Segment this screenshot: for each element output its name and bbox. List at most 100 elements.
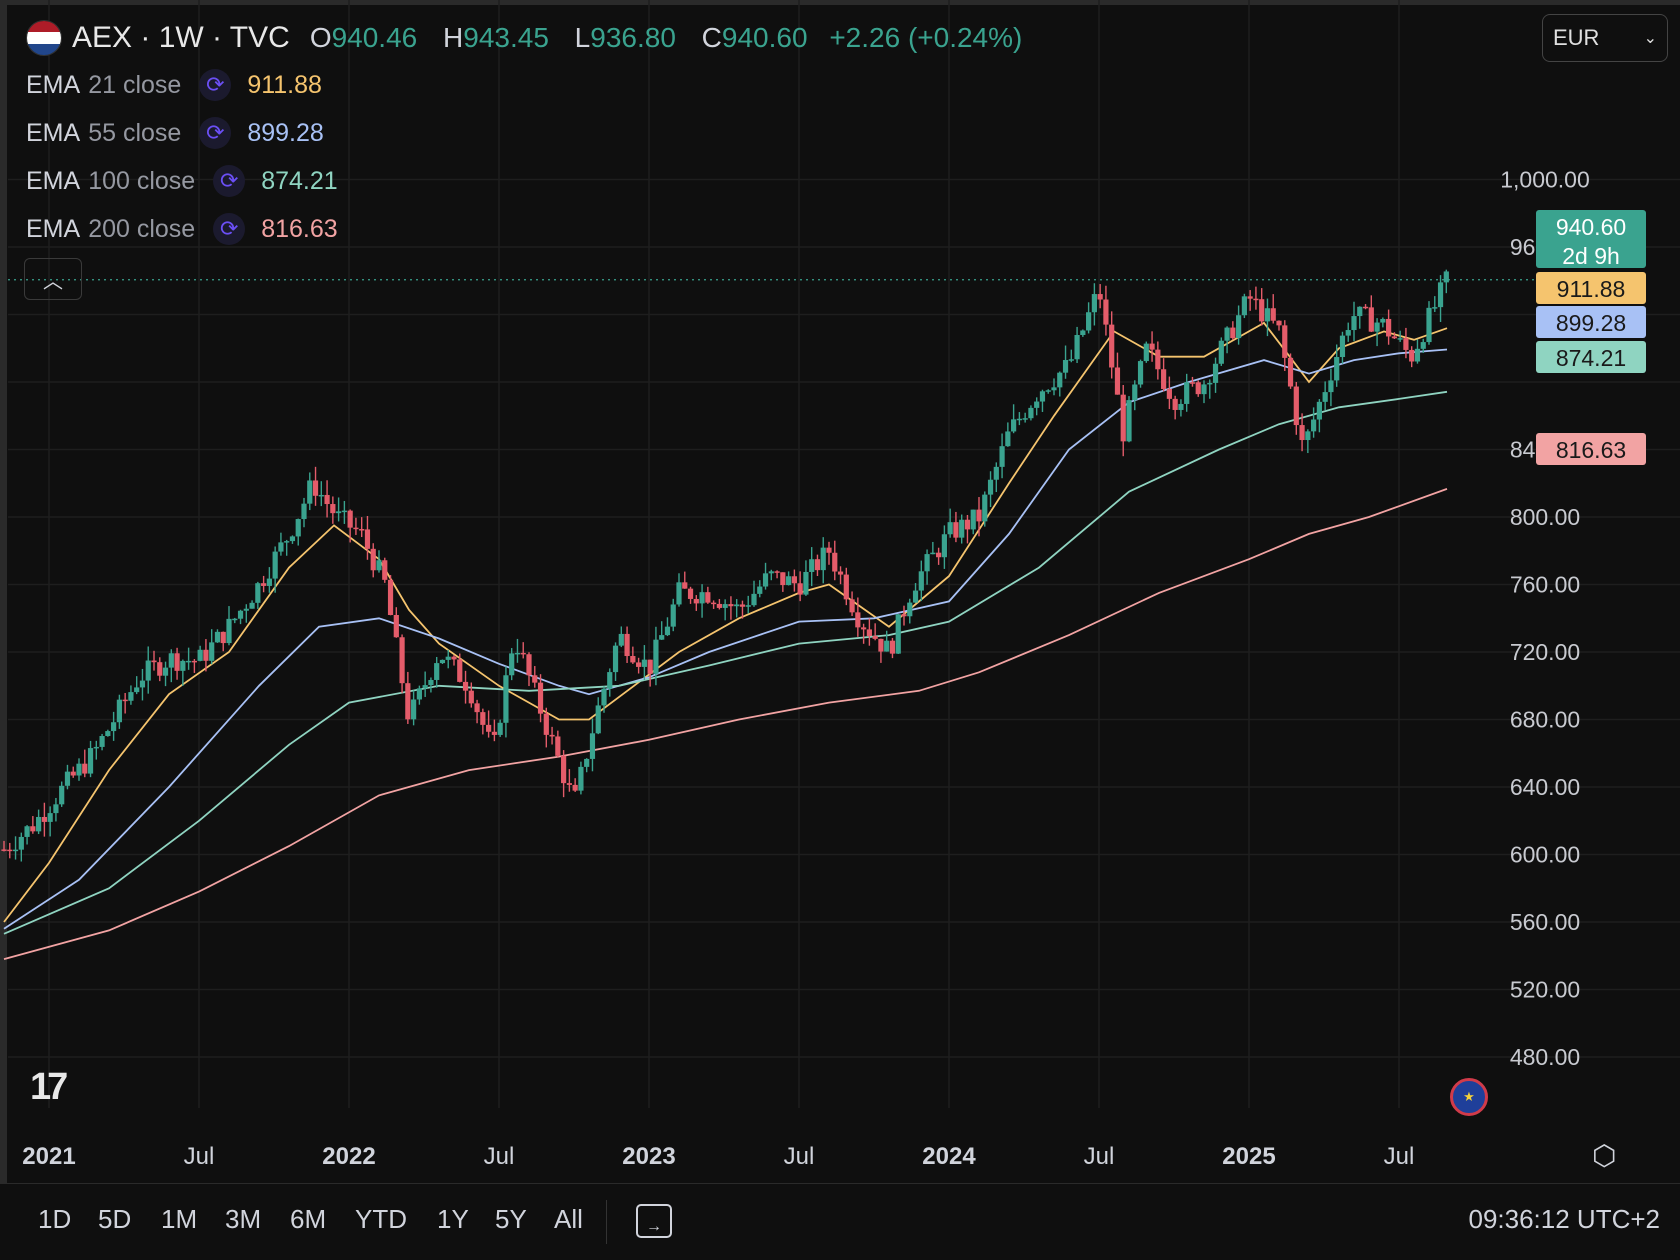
candle-body bbox=[445, 656, 451, 660]
chevron-up-icon: ︿ bbox=[43, 270, 63, 293]
collapse-legend-button[interactable]: ︿ bbox=[24, 258, 82, 300]
range-5d-button[interactable]: 5D bbox=[98, 1204, 132, 1234]
candle-body bbox=[382, 560, 388, 580]
candle-body bbox=[203, 649, 209, 661]
candle-body bbox=[243, 608, 249, 611]
refresh-icon[interactable]: ⟳ bbox=[199, 69, 232, 101]
candle-body bbox=[826, 547, 832, 553]
candle-body bbox=[959, 519, 965, 538]
candle-body bbox=[728, 604, 734, 607]
ema-200-value: 816.63 bbox=[261, 214, 338, 243]
candle-body bbox=[1287, 357, 1294, 387]
clock-timezone[interactable]: 09:36:12 UTC+2 bbox=[1468, 1204, 1660, 1234]
ema-200-legend[interactable]: EMA 200 close ⟳ 816.63 bbox=[26, 209, 338, 249]
candle-body bbox=[762, 573, 769, 587]
refresh-icon[interactable]: ⟳ bbox=[213, 165, 246, 197]
candle-body bbox=[987, 479, 994, 495]
candle-body bbox=[434, 663, 440, 680]
tradingview-logo[interactable]: 17 bbox=[30, 1066, 68, 1108]
candle-body bbox=[509, 653, 515, 676]
candle-body bbox=[739, 604, 746, 607]
scale-settings-icon[interactable]: ⬡ bbox=[1592, 1140, 1617, 1171]
candle-body bbox=[1276, 320, 1282, 326]
candle-body bbox=[549, 734, 555, 737]
ema100-badge-bg bbox=[1536, 341, 1646, 373]
ema-100-legend[interactable]: EMA 100 close ⟳ 874.21 bbox=[26, 161, 338, 201]
candle-body bbox=[578, 766, 584, 791]
range-ytd-button[interactable]: YTD bbox=[355, 1204, 407, 1234]
candle-body bbox=[457, 659, 463, 682]
x-tick-label: 2024 bbox=[922, 1143, 976, 1170]
y-tick-label: 520.00 bbox=[1510, 977, 1580, 1003]
calendar-goto-icon[interactable]: → bbox=[636, 1204, 672, 1238]
refresh-icon[interactable]: ⟳ bbox=[199, 117, 232, 149]
candle-body bbox=[1207, 382, 1213, 385]
candle-body bbox=[1328, 380, 1334, 393]
candle-body bbox=[99, 736, 105, 747]
candle-body bbox=[878, 638, 884, 652]
candle-body bbox=[439, 659, 446, 664]
currency-select[interactable]: EUR ⌄ bbox=[1542, 14, 1668, 62]
ema-21-legend[interactable]: EMA 21 close ⟳ 911.88 bbox=[26, 65, 322, 105]
candle-body bbox=[1074, 334, 1080, 360]
candle-body bbox=[1380, 318, 1386, 323]
candle-body bbox=[393, 614, 399, 638]
ema-55-legend[interactable]: EMA 55 close ⟳ 899.28 bbox=[26, 113, 324, 153]
candle-body bbox=[428, 679, 434, 686]
eu-flag-icon[interactable]: ★ bbox=[1450, 1078, 1488, 1116]
candle-body bbox=[1051, 387, 1057, 391]
symbol-title[interactable]: AEX · 1W · TVC bbox=[72, 21, 290, 54]
range-1m-button[interactable]: 1M bbox=[161, 1204, 198, 1234]
candle-body bbox=[405, 683, 411, 720]
refresh-icon[interactable]: ⟳ bbox=[213, 213, 246, 245]
candle-body bbox=[1132, 384, 1138, 401]
candle-body bbox=[261, 583, 267, 586]
candle-body bbox=[116, 699, 122, 723]
candle-body bbox=[422, 685, 428, 689]
candle-body bbox=[1120, 394, 1126, 442]
range-6m-button[interactable]: 6M bbox=[290, 1204, 327, 1234]
candle-body bbox=[734, 604, 740, 607]
x-tick-label: Jul bbox=[484, 1143, 515, 1170]
symbol-header: AEX · 1W · TVC O940.46 H943.45 L936.80 C… bbox=[26, 18, 1022, 58]
candle-body bbox=[653, 639, 659, 674]
candle-body bbox=[768, 571, 774, 574]
candle-body bbox=[1091, 294, 1097, 313]
candle-body bbox=[295, 519, 301, 537]
candle-body bbox=[82, 763, 88, 774]
last-price-badge-bg bbox=[1536, 210, 1646, 268]
x-tick-label: 2021 bbox=[22, 1143, 75, 1170]
x-tick-label: 2022 bbox=[322, 1143, 375, 1170]
range-3m-button[interactable]: 3M bbox=[225, 1204, 262, 1234]
candle-body bbox=[1212, 363, 1219, 383]
candle-body bbox=[111, 722, 117, 732]
range-5y-button[interactable]: 5Y bbox=[495, 1204, 527, 1234]
candle-body bbox=[474, 703, 480, 713]
candle-body bbox=[1068, 359, 1074, 361]
range-1y-button[interactable]: 1Y bbox=[437, 1204, 469, 1234]
candle-body bbox=[537, 682, 544, 714]
candle-body bbox=[757, 586, 763, 594]
candle-body bbox=[1386, 318, 1392, 337]
candle-body bbox=[647, 659, 653, 674]
candle-body bbox=[584, 758, 590, 767]
range-all-button[interactable]: All bbox=[554, 1204, 583, 1234]
candle-body bbox=[884, 640, 890, 652]
candle-body bbox=[1045, 390, 1051, 392]
candle-body bbox=[901, 614, 907, 617]
candle-body bbox=[411, 699, 417, 720]
candle-body bbox=[30, 826, 36, 832]
candle-body bbox=[341, 510, 347, 513]
candle-body bbox=[786, 576, 792, 586]
candle-body bbox=[336, 511, 342, 514]
top-border bbox=[0, 0, 1680, 5]
candle-body bbox=[670, 604, 676, 627]
range-1d-button[interactable]: 1D bbox=[38, 1204, 72, 1234]
candle-body bbox=[324, 494, 330, 505]
candle-body bbox=[1172, 398, 1178, 410]
candle-body bbox=[532, 675, 538, 683]
candle-body bbox=[220, 631, 226, 644]
last-price-badge: 940.60 2d 9h bbox=[1536, 210, 1646, 269]
candle-body bbox=[1057, 372, 1063, 388]
